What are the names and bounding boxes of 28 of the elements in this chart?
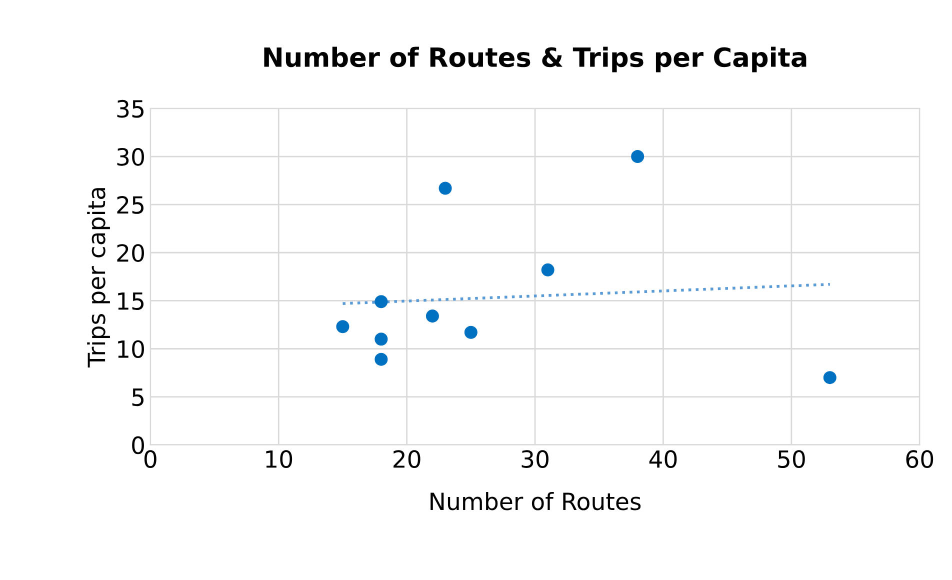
x-tick-label: 30 [522, 450, 548, 468]
point [823, 371, 836, 384]
y-tick-label: 15 [118, 292, 144, 310]
point [464, 326, 478, 339]
x-tick-label: 50 [778, 450, 805, 468]
y-axis-title: Trips per capita [87, 188, 110, 368]
x-tick-label: 10 [266, 450, 292, 468]
x-tick-label: 20 [394, 450, 420, 468]
y-tick-label: 0 [132, 436, 144, 454]
point [438, 182, 452, 195]
point [426, 310, 439, 323]
point [374, 352, 388, 366]
x-axis-title: Number of Routes [430, 492, 641, 510]
point [374, 295, 388, 308]
x-tick-label: 0 [144, 450, 156, 468]
y-tick-label: 25 [117, 196, 144, 214]
y-tick-label: 20 [117, 244, 144, 262]
y-tick-label: 30 [117, 148, 144, 166]
x-tick-label: 40 [649, 450, 677, 468]
y-tick-label: 35 [117, 100, 144, 118]
x-tick-label: 60 [906, 450, 934, 468]
point [336, 320, 350, 334]
y-tick-label: 10 [118, 340, 144, 358]
point [541, 263, 554, 276]
chart-title: Number of Routes & Trips per Capita [264, 46, 806, 72]
point [631, 150, 644, 164]
y-tick-label: 5 [132, 388, 144, 406]
point [374, 332, 388, 346]
